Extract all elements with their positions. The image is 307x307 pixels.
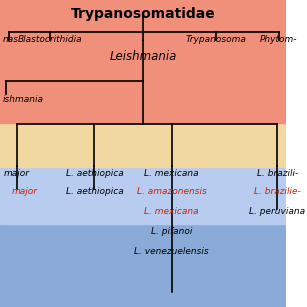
Text: L. peruviana: L. peruviana [249, 207, 305, 216]
Text: L. aethiopica: L. aethiopica [65, 187, 123, 196]
Text: Phytom-: Phytom- [260, 35, 298, 45]
Text: Blastocrithidia: Blastocrithidia [18, 35, 82, 45]
Text: Trypanosoma: Trypanosoma [185, 35, 247, 45]
Bar [0, 167, 286, 224]
Text: ishmania: ishmania [3, 95, 44, 104]
Text: nas: nas [3, 35, 19, 45]
Bar [0, 123, 286, 167]
Text: L. pifanoi: L. pifanoi [151, 227, 192, 236]
Text: L. mexicana: L. mexicana [144, 169, 199, 178]
Bar [0, 224, 286, 307]
Text: L. brazilie-: L. brazilie- [254, 187, 301, 196]
Text: Leishmania: Leishmania [109, 50, 177, 63]
Text: L. venezuelensis: L. venezuelensis [134, 247, 209, 256]
Text: L. aethiopica: L. aethiopica [65, 169, 123, 178]
Text: major: major [11, 187, 37, 196]
Text: L. mexicana: L. mexicana [144, 207, 199, 216]
Text: major: major [4, 169, 30, 178]
Bar [0, 0, 286, 123]
Text: L. brazili-: L. brazili- [257, 169, 298, 178]
Text: L. amazonensis: L. amazonensis [137, 187, 207, 196]
Text: Trypanosomatidae: Trypanosomatidae [71, 7, 216, 21]
